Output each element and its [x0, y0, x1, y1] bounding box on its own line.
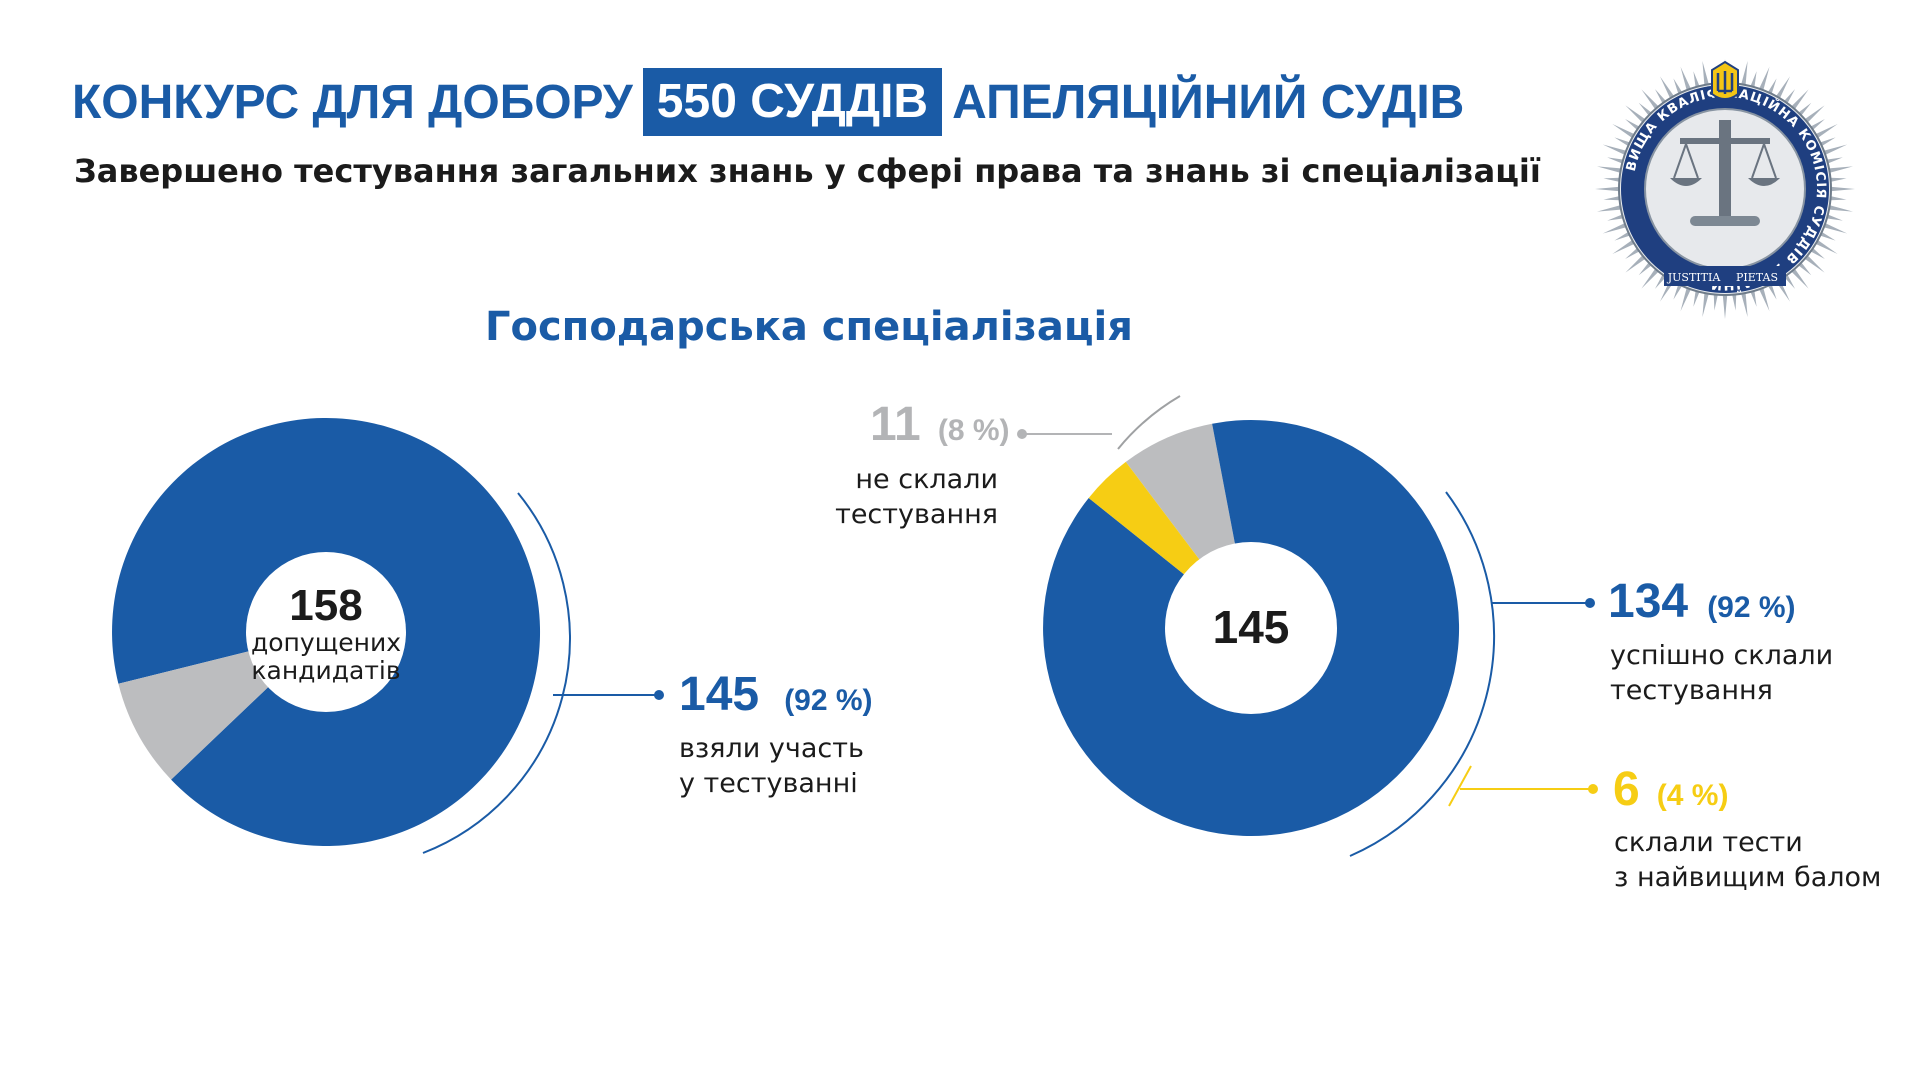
- title-before: КОНКУРС ДЛЯ ДОБОРУ: [72, 75, 633, 129]
- seal-motto-left: JUSTITIA: [1667, 271, 1722, 284]
- slice-description-line: не склали: [855, 464, 998, 495]
- slice-percent: (8 %): [938, 414, 1010, 447]
- bracket-arc: [422, 492, 571, 854]
- bracket-arc: [1117, 395, 1181, 450]
- slice-percent: (4 %): [1657, 779, 1729, 812]
- leader-dot: [1588, 784, 1598, 794]
- title-highlight: 550 СУДДІВ: [642, 68, 943, 136]
- leader-dot: [1017, 429, 1027, 439]
- slice-label-passed: 134 (92 %): [1608, 575, 1796, 628]
- bracket-arc: [1349, 491, 1496, 857]
- slice-label-highest: 6 (4 %): [1613, 763, 1728, 816]
- results-donut-chart: 145 11 (8 %) не склали тестування 134 (9…: [835, 395, 1881, 893]
- commission-seal-logo: ВИЩА КВАЛІФІКАЦІЙНА КОМІСІЯ СУДДІВ УКРАЇ…: [1595, 59, 1855, 319]
- donut-hole: [246, 552, 406, 712]
- center-value: 158: [289, 581, 362, 630]
- slice-description-line: взяли участь: [679, 733, 864, 764]
- slice-description-line: у тестуванні: [679, 768, 858, 799]
- slice-description-line: з найвищим балом: [1614, 862, 1881, 893]
- slice-value: 11: [870, 398, 921, 451]
- participation-donut-chart: 158 допущених кандидатів 145 (92 %) взял…: [112, 417, 873, 854]
- seal-motto-right: PIETAS: [1736, 271, 1778, 284]
- trident-emblem-icon: [1711, 60, 1739, 100]
- slice-value: 134: [1608, 575, 1688, 628]
- bracket-tick: [1448, 765, 1472, 807]
- slice-label-not-passed: 11 (8 %): [870, 398, 1010, 451]
- center-label-line: кандидатів: [251, 656, 400, 685]
- slice-value: 145: [679, 668, 759, 721]
- slice-description-line: склали тести: [1614, 827, 1803, 858]
- leader-dot: [654, 690, 664, 700]
- slice-label-participated: 145 (92 %): [679, 668, 873, 721]
- slice-description-line: успішно склали: [1610, 640, 1833, 671]
- scales-icon: [1670, 120, 1780, 226]
- seal-ray: [1595, 186, 1625, 192]
- seal-ray: [1722, 289, 1728, 319]
- seal-ray: [1825, 186, 1855, 192]
- page-subtitle: Завершено тестування загальних знань у с…: [74, 152, 1541, 190]
- center-label-line: допущених: [251, 628, 401, 657]
- title-after: АПЕЛЯЦІЙНИЙ СУДІВ: [952, 75, 1465, 129]
- donut-hole: [1165, 542, 1337, 714]
- slice-description-line: тестування: [835, 499, 998, 530]
- page-title: КОНКУРС ДЛЯ ДОБОРУ 550 СУДДІВ АПЕЛЯЦІЙНИ…: [72, 62, 1464, 142]
- center-value: 145: [1213, 601, 1290, 653]
- slice-percent: (92 %): [784, 684, 872, 717]
- slice-value: 6: [1613, 763, 1640, 816]
- leader-dot: [1585, 598, 1595, 608]
- slice-description-line: тестування: [1610, 675, 1773, 706]
- section-title: Господарська спеціалізація: [485, 304, 1133, 350]
- slice-percent: (92 %): [1707, 591, 1795, 624]
